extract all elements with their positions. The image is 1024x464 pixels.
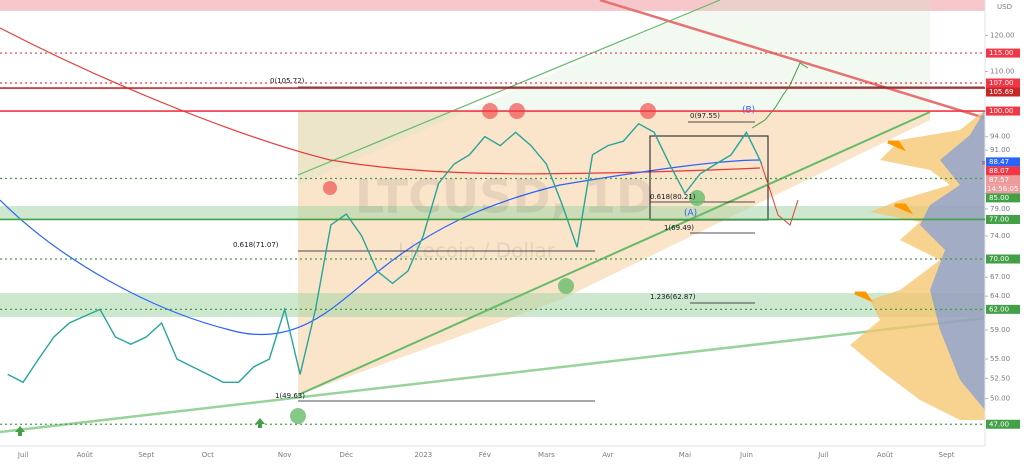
arrow-icon <box>854 140 914 303</box>
fib-label: 0(105.72) <box>270 77 305 85</box>
level-label-box <box>986 48 1020 58</box>
level-label-box <box>986 254 1020 264</box>
level-label-box <box>986 106 1020 116</box>
x-tick-label: Août <box>77 451 93 459</box>
level-label-box <box>986 193 1020 203</box>
x-tick-label: Déc <box>340 451 354 459</box>
level-label-box <box>986 78 1020 88</box>
watermark: LTCUSD, 1D <box>355 170 654 224</box>
fib-label: 1(49.63) <box>275 392 305 400</box>
x-tick-label: Avr <box>602 451 614 459</box>
level-label: 88.47 <box>989 158 1009 166</box>
level-label: 107.00 <box>989 79 1014 87</box>
x-tick-label: Oct <box>202 451 214 459</box>
arrow-icon <box>15 426 25 436</box>
y-tick-label: 67.00 <box>990 273 1010 281</box>
y-tick-label: 91.00 <box>990 146 1010 154</box>
trend-line <box>599 0 986 120</box>
countdown: 14:56:05 <box>987 185 1018 193</box>
channel-line <box>297 111 931 396</box>
top-zone <box>0 0 985 11</box>
x-tick-label: 2023 <box>414 451 432 459</box>
level-label: 62.00 <box>989 305 1009 313</box>
x-tick-label: Mars <box>538 451 555 459</box>
x-tick-label: Août <box>877 451 893 459</box>
fib-label: 0(97.55) <box>690 112 720 120</box>
marker <box>290 408 306 424</box>
support-band <box>0 293 985 317</box>
y-tick-label: 94.00 <box>990 133 1010 141</box>
level-label-box <box>986 214 1020 224</box>
y-tick-label: 110.00 <box>990 68 1015 76</box>
trend-line <box>0 316 986 434</box>
currency: USD <box>997 3 1012 11</box>
countdown-box <box>986 184 1020 194</box>
level-label-box <box>986 419 1020 429</box>
fib-label: 0.618(71.07) <box>233 241 279 249</box>
projection <box>751 62 809 129</box>
wave-label: (A) <box>684 209 697 219</box>
y-tick-label: 52.50 <box>990 374 1010 382</box>
y-tick-label: 55.00 <box>990 355 1010 363</box>
support-band <box>0 206 985 220</box>
moving-average <box>0 159 761 336</box>
fib-label: 1.236(62.87) <box>650 293 696 301</box>
level-label-box <box>986 157 1020 167</box>
channel-zone <box>298 0 930 185</box>
x-tick-label: Fév <box>479 451 491 459</box>
x-tick-label: Juil <box>817 451 828 459</box>
level-label-box <box>986 166 1020 176</box>
level-label: 115.00 <box>989 49 1014 57</box>
price-line <box>7 122 763 384</box>
level-label: 47.00 <box>989 420 1009 428</box>
x-tick-label: Mai <box>679 451 691 459</box>
marker <box>558 278 574 294</box>
x-tick-label: Sept <box>138 451 154 459</box>
level-label-box <box>986 87 1020 97</box>
y-tick-label: 64.00 <box>990 292 1010 300</box>
projection <box>759 159 799 226</box>
y-tick-label: 120.00 <box>990 31 1015 39</box>
y-tick-label: 59.00 <box>990 326 1010 334</box>
moving-average <box>0 27 761 175</box>
level-label: 105.69 <box>989 88 1014 96</box>
x-tick-label: Nov <box>278 451 292 459</box>
level-label: 100.00 <box>989 107 1014 115</box>
level-label-box <box>986 175 1020 185</box>
volume-profile <box>920 110 985 410</box>
level-label: 87.57 <box>989 176 1009 184</box>
level-label: 70.00 <box>989 255 1009 263</box>
level-label: 77.00 <box>989 215 1009 223</box>
fib-label: 0.618(80.21) <box>650 193 696 201</box>
price-axis <box>985 0 1024 464</box>
x-tick-label: Sept <box>939 451 955 459</box>
level-label: 88.07 <box>989 167 1009 175</box>
fib-label: 1(69.49) <box>664 224 694 232</box>
y-tick-label: 79.00 <box>990 205 1010 213</box>
marker <box>689 190 705 206</box>
x-tick-label: Juil <box>17 451 28 459</box>
y-tick-label: 74.00 <box>990 232 1010 240</box>
arrow-icon <box>255 418 265 428</box>
x-tick-label: Juin <box>739 451 753 459</box>
marker <box>323 181 337 195</box>
y-tick-label: 50.00 <box>990 395 1010 403</box>
level-label: 85.00 <box>989 194 1009 202</box>
level-label-box <box>986 304 1020 314</box>
